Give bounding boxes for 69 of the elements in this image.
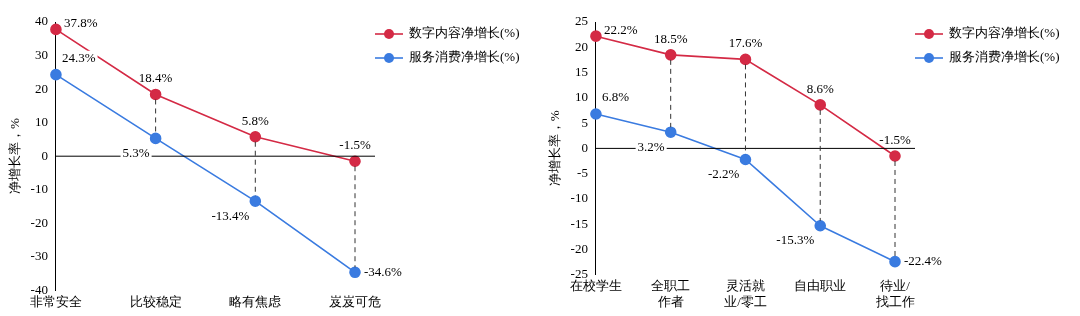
y-tick-label: -15 [570, 215, 588, 231]
y-tick-label: 0 [581, 139, 588, 155]
x-tick-label: 自由职业 [794, 278, 847, 294]
point [50, 23, 62, 36]
point [590, 108, 602, 120]
data-label: 18.5% [653, 30, 688, 46]
data-label: 18.4% [138, 70, 173, 86]
y-tick-label: 10 [34, 114, 48, 130]
point [149, 88, 162, 101]
y-tick-label: 20 [574, 38, 588, 54]
point [739, 153, 752, 166]
y-tick-label: 15 [574, 63, 588, 79]
data-label: 8.6% [806, 80, 834, 96]
x-tick-label: 待业/找工作 [874, 278, 915, 309]
point [349, 266, 361, 279]
x-tick-label: 略有焦虑 [229, 293, 282, 309]
y-tick-label: -30 [30, 248, 48, 264]
point [590, 30, 602, 42]
legend-label: 数字内容净增长(%) [409, 25, 520, 41]
data-label: -34.6% [364, 263, 403, 279]
point [664, 126, 677, 139]
y-tick-label: -10 [570, 190, 588, 206]
point [814, 99, 827, 111]
y-axis-title: 净增长率，% [7, 118, 23, 195]
data-label: -13.4% [211, 207, 250, 223]
y-tick-label: 20 [34, 80, 48, 96]
data-label: 24.3% [61, 50, 96, 66]
y-tick-label: -20 [570, 240, 588, 256]
x-tick-label: 全职工作者 [651, 278, 691, 309]
data-label: -2.2% [708, 165, 740, 181]
point [249, 195, 262, 207]
x-tick-label: 在校学生 [569, 278, 622, 294]
y-tick-label: 25 [574, 13, 588, 29]
data-label: -22.4% [904, 253, 943, 269]
x-tick-label: 灵活就业/零工 [724, 278, 767, 309]
point [814, 219, 827, 232]
data-label: -1.5% [879, 131, 911, 147]
data-label: -15.3% [776, 232, 815, 248]
y-tick-label: 0 [41, 147, 48, 163]
point [349, 155, 361, 168]
y-tick-label: 30 [34, 46, 48, 62]
y-tick-label: 10 [574, 89, 588, 105]
y-tick-label: -10 [30, 181, 48, 197]
data-label: 37.8% [63, 14, 98, 30]
x-tick-label: 非常安全 [29, 293, 82, 309]
data-label: 6.8% [601, 89, 630, 105]
legend-label: 服务消费净增长(%) [409, 49, 520, 65]
point [889, 255, 901, 268]
x-tick-label: 岌岌可危 [329, 293, 381, 309]
point [889, 150, 901, 162]
y-tick-label: 40 [34, 13, 48, 29]
y-axis-title: 净增长率，% [547, 110, 563, 187]
data-label: 5.3% [122, 144, 150, 160]
point [149, 132, 162, 145]
y-tick-label: -20 [30, 214, 48, 230]
legend-label: 数字内容净增长(%) [949, 25, 1060, 41]
data-label: 3.2% [637, 138, 665, 154]
point [739, 53, 752, 66]
y-tick-label: -5 [577, 165, 588, 181]
legend-label: 服务消费净增长(%) [949, 49, 1060, 65]
data-label: 5.8% [241, 112, 270, 128]
point [50, 68, 62, 81]
data-label: 17.6% [728, 35, 763, 51]
y-tick-label: 5 [581, 114, 588, 130]
data-label: 22.2% [603, 21, 638, 37]
x-tick-label: 比较稳定 [129, 293, 182, 309]
data-label: -1.5% [339, 137, 371, 153]
point [664, 49, 677, 61]
point [249, 130, 262, 143]
